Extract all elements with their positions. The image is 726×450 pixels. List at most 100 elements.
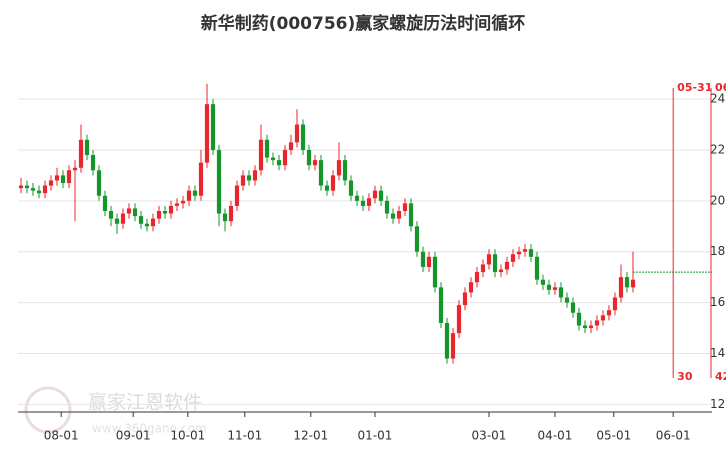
candle-body: [54, 175, 60, 181]
candle-body: [516, 251, 522, 255]
candle-body: [72, 167, 78, 171]
candle-body: [402, 203, 408, 212]
candle-body: [462, 292, 468, 306]
candle-body: [288, 142, 294, 150]
candle-body: [474, 272, 480, 283]
candle-body: [222, 213, 228, 222]
candle-body: [366, 198, 372, 206]
candle-body: [312, 160, 318, 166]
candle-body: [258, 139, 264, 171]
candle-body: [456, 305, 462, 334]
candle-body: [480, 264, 486, 273]
candle-body: [630, 279, 636, 288]
candle-body: [432, 256, 438, 288]
candle-body: [348, 180, 354, 196]
x-tick-label: 11-01: [227, 429, 262, 443]
x-tick-label: 06-01: [656, 429, 691, 443]
cycle-top-label: 06: [715, 81, 726, 94]
candle-body: [264, 139, 270, 158]
candle-body: [450, 333, 456, 359]
y-tick-label: 22: [710, 142, 725, 156]
candle-body: [378, 190, 384, 201]
candle-body: [204, 104, 210, 163]
candle-body: [354, 195, 360, 201]
candle-body: [252, 170, 258, 181]
candle-body: [168, 205, 174, 214]
candle-body: [234, 185, 240, 206]
candle-body: [324, 185, 330, 191]
candle-body: [576, 312, 582, 326]
candle-body: [240, 175, 246, 186]
cycle-bottom-label: 30: [677, 370, 693, 383]
candle-body: [570, 302, 576, 313]
candle-body: [624, 277, 630, 288]
watermark: 赢家江恩软件 www.360gann.com: [24, 386, 207, 436]
candle-body: [390, 213, 396, 219]
watermark-url: www.360gann.com: [92, 422, 207, 436]
candle-body: [546, 284, 552, 290]
candle-body: [24, 185, 30, 189]
x-tick-label: 12-01: [293, 429, 328, 443]
candle-body: [174, 203, 180, 206]
candle-body: [210, 104, 216, 150]
candle-body: [162, 211, 168, 214]
candle-body: [66, 170, 72, 184]
candle-body: [42, 185, 48, 194]
candle-body: [132, 208, 138, 217]
candle-body: [372, 190, 378, 199]
y-tick-label: 16: [710, 295, 725, 309]
candle-body: [270, 157, 276, 161]
candle-body: [498, 269, 504, 273]
candle-body: [102, 195, 108, 212]
candle-body: [282, 149, 288, 166]
candle-body: [156, 211, 162, 219]
candle-body: [552, 287, 558, 290]
candle-body: [534, 256, 540, 280]
x-tick-label: 09-01: [116, 429, 151, 443]
cycle-top-label: 05-31: [677, 81, 712, 94]
candle-body: [336, 160, 342, 176]
candle-body: [582, 325, 588, 329]
candle-body: [228, 205, 234, 222]
candle-body: [90, 155, 96, 171]
candle-body: [96, 170, 102, 196]
x-tick-label: 01-01: [358, 429, 393, 443]
y-tick-label: 24: [710, 92, 725, 106]
candle-body: [300, 124, 306, 150]
candle-body: [78, 139, 84, 168]
candle-body: [606, 310, 612, 316]
candle-body: [294, 124, 300, 143]
candle-body: [198, 162, 204, 196]
candle-body: [48, 180, 54, 186]
candle-body: [408, 203, 414, 227]
candle-body: [426, 256, 432, 267]
candle-body: [504, 261, 510, 270]
watermark-logo: [24, 386, 72, 434]
x-tick-label: 05-01: [596, 429, 631, 443]
candle-body: [120, 213, 126, 224]
candle-body: [492, 254, 498, 273]
y-tick-label: 18: [710, 244, 725, 258]
candle-body: [306, 149, 312, 166]
candle-body: [318, 160, 324, 186]
candle-body: [144, 223, 150, 227]
candle-body: [360, 200, 366, 206]
candle-body: [180, 200, 186, 204]
candle-body: [246, 175, 252, 181]
candle-body: [600, 315, 606, 321]
candle-body: [444, 322, 450, 359]
candle-body: [522, 249, 528, 252]
x-tick-label: 08-01: [44, 429, 79, 443]
candle-body: [108, 211, 114, 219]
candle-body: [84, 139, 90, 156]
x-tick-label: 10-01: [170, 429, 205, 443]
candle-body: [558, 287, 564, 298]
candle-body: [510, 254, 516, 262]
y-tick-label: 20: [710, 193, 725, 207]
candle-body: [342, 160, 348, 181]
candle-body: [564, 297, 570, 303]
x-tick-label: 04-01: [538, 429, 573, 443]
candle-body: [30, 188, 36, 191]
candle-body: [192, 190, 198, 196]
candle-body: [384, 200, 390, 214]
